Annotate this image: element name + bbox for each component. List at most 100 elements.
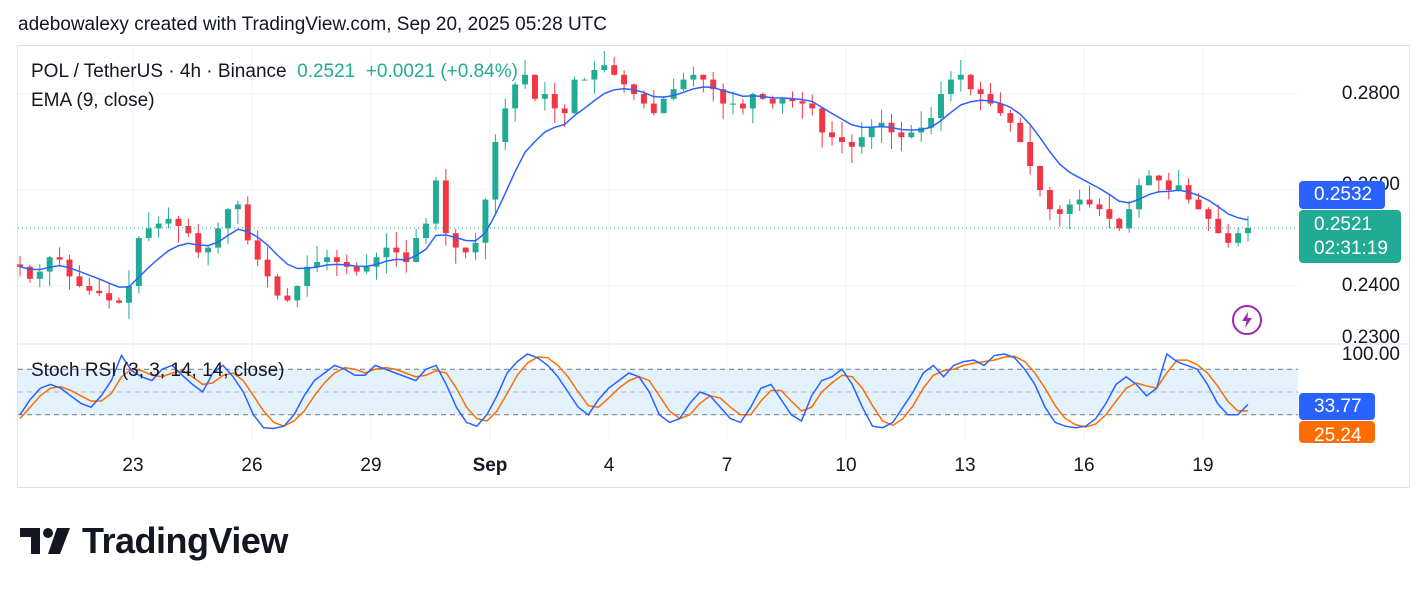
candle-up	[541, 94, 548, 99]
symbol-name[interactable]: POL / TetherUS · 4h · Binance	[31, 61, 287, 82]
candle-up	[324, 257, 330, 262]
candle-up	[581, 79, 588, 81]
time-tick: 26	[241, 455, 263, 476]
candle-down	[1195, 199, 1202, 210]
candle-down	[1046, 190, 1053, 210]
candle-up	[690, 74, 697, 80]
price-tick-0.28: 0.2800	[1341, 83, 1400, 104]
candle-up	[36, 271, 43, 279]
tradingview-logo[interactable]: TradingView	[20, 520, 288, 562]
candle-up	[125, 286, 132, 303]
stoch-d-line	[19, 355, 1249, 428]
lightning-icon-glyph	[1242, 312, 1252, 328]
candle-down	[86, 286, 93, 291]
time-tick: 10	[835, 455, 857, 476]
lightning-icon[interactable]	[1232, 305, 1262, 335]
candle-down	[561, 108, 568, 114]
symbol-legend[interactable]: POL / TetherUS · 4h · Binance 0.2521 +0.…	[31, 61, 518, 83]
candle-down	[462, 247, 469, 253]
candle-down	[264, 259, 271, 277]
candle-up	[571, 79, 578, 114]
candle-up	[660, 98, 667, 114]
candle-down	[1007, 113, 1014, 123]
candle-up	[512, 84, 519, 109]
time-tick: 23	[122, 455, 144, 476]
time-tick: 13	[954, 455, 976, 476]
candle-down	[829, 132, 836, 138]
candle-down	[799, 101, 806, 104]
stoch-d-tag: 25.24	[1299, 421, 1375, 443]
candle-up	[1136, 185, 1143, 210]
last-price-tag: 0.2521 02:31:19	[1299, 210, 1401, 263]
candle-down	[819, 108, 826, 133]
candle-up	[314, 262, 321, 267]
candle-down	[26, 266, 33, 279]
candle-down	[1056, 209, 1063, 214]
time-tick: 4	[603, 455, 615, 476]
candle-down	[1215, 218, 1222, 234]
ema-legend[interactable]: EMA (9, close)	[31, 90, 155, 111]
candle-down	[185, 226, 192, 234]
ema-value-tag: 0.2532	[1299, 181, 1385, 209]
candle-down	[284, 295, 291, 301]
last-price-value: 0.2521	[1314, 214, 1373, 235]
candle-up	[432, 180, 439, 224]
candle-up	[730, 103, 737, 105]
candle-up	[947, 79, 954, 94]
legend-price: 0.2521	[297, 61, 356, 82]
candle-down	[621, 74, 628, 85]
candle-up	[1126, 209, 1133, 229]
logo-text: TradingView	[82, 520, 288, 561]
candle-down	[700, 74, 707, 80]
candle-up	[858, 137, 865, 147]
candle-down	[56, 257, 63, 260]
candle-down	[254, 240, 261, 260]
candle-down	[848, 142, 855, 147]
candle-up	[363, 266, 370, 272]
candle-down	[442, 180, 449, 234]
candle-down	[403, 252, 410, 262]
ema-line	[19, 86, 1249, 288]
candle-up	[908, 132, 915, 138]
stoch-tick-100: 100.00	[1341, 344, 1400, 365]
candle-down	[452, 233, 459, 248]
stoch-k-line	[19, 352, 1249, 430]
candle-down	[116, 300, 123, 303]
candle-down	[640, 94, 647, 104]
candle-up	[383, 247, 390, 258]
candle-down	[96, 290, 103, 294]
candle-up	[878, 122, 885, 128]
candle-down	[650, 103, 657, 114]
candle-up	[522, 74, 529, 85]
candle-down	[393, 247, 400, 253]
tradingview-logo-icon	[20, 528, 70, 554]
candle-up	[224, 209, 231, 229]
candle-down	[838, 137, 845, 142]
legend-change-pct: (+0.84%)	[440, 61, 518, 82]
candle-down	[1116, 218, 1123, 229]
candle-down	[1017, 122, 1024, 142]
candle-up	[779, 98, 786, 104]
candle-down	[1205, 209, 1212, 219]
candle-down	[244, 204, 251, 241]
candle-up	[591, 70, 598, 80]
candle-up	[1066, 204, 1073, 214]
candle-down	[611, 65, 618, 75]
attribution-text: adebowalexy created with TradingView.com…	[18, 14, 607, 35]
candle-down	[967, 74, 974, 90]
candle-up	[1076, 199, 1083, 205]
candle-up	[165, 218, 172, 224]
candle-up	[155, 223, 162, 229]
stoch-rsi-legend[interactable]: Stoch RSI (3, 3, 14, 14, close)	[31, 360, 285, 381]
candle-down	[710, 79, 717, 90]
candle-down	[17, 264, 23, 267]
candle-up	[492, 142, 499, 200]
candle-down	[769, 98, 776, 104]
candle-up	[413, 238, 420, 262]
candle-down	[1027, 142, 1034, 166]
candle-down	[720, 89, 727, 104]
candle-up	[234, 204, 241, 210]
candle-up	[294, 286, 301, 301]
candle-up	[1175, 185, 1182, 190]
